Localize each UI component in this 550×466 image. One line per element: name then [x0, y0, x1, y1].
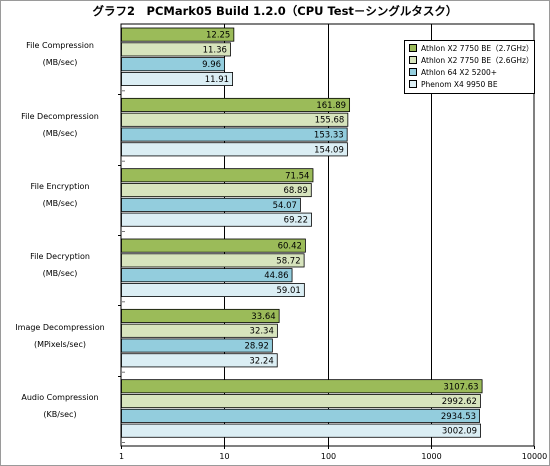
data-label: 28.92: [245, 342, 269, 352]
data-label: 9.96: [202, 60, 221, 70]
category-name: Audio Compression: [21, 392, 99, 402]
bar: [121, 394, 481, 409]
bar: [121, 97, 351, 112]
data-label: 3107.63: [443, 382, 478, 392]
data-label: 60.42: [278, 242, 302, 252]
bar: [121, 168, 314, 183]
bar: [121, 268, 293, 283]
category-label: File Encryption (MB/sec): [4, 180, 116, 210]
category-unit: (MPixels/sec): [34, 339, 86, 349]
legend-swatch-3: [409, 68, 417, 76]
category-unit: (MB/sec): [42, 128, 78, 138]
x-tick-label: 10: [219, 452, 229, 461]
category-label: File Compression (MB/sec): [4, 39, 116, 69]
data-label: 32.24: [249, 356, 273, 366]
category-label: Audio Compression (KB/sec): [4, 391, 116, 421]
data-label: 32.34: [250, 327, 274, 337]
data-label: 54.07: [273, 201, 297, 211]
data-label: 59.01: [277, 286, 301, 296]
data-label: 2934.53: [441, 412, 476, 422]
data-label: 71.54: [285, 171, 309, 181]
bar: [121, 423, 481, 438]
bar: [121, 27, 235, 42]
category-unit: (MB/sec): [42, 58, 78, 68]
bar: [121, 338, 273, 353]
category-name: File Compression: [26, 41, 94, 51]
legend-label-1: Athlon X2 7750 BE（2.7GHz）: [421, 44, 534, 53]
x-tick-label: 1000: [421, 452, 441, 461]
bar: [121, 112, 349, 127]
data-label: 44.86: [264, 271, 288, 281]
data-label: 69.22: [284, 216, 308, 226]
category-label: File Decryption (MB/sec): [4, 250, 116, 280]
data-label: 33.64: [251, 312, 275, 322]
bar: [121, 183, 312, 198]
bar: [121, 72, 233, 87]
data-label: 2992.62: [442, 397, 477, 407]
bar: [121, 253, 305, 268]
data-label: 154.09: [314, 145, 344, 155]
data-label: 11.36: [203, 45, 227, 55]
plot-area: [120, 23, 535, 447]
data-label: 11.91: [205, 75, 229, 85]
data-label: 12.25: [206, 31, 230, 41]
x-tick-label: 10000: [522, 452, 547, 461]
legend-item-series-1: Athlon X2 7750 BE（2.7GHz）: [409, 44, 533, 54]
category-unit: (MB/sec): [42, 269, 78, 279]
bar: [121, 323, 278, 338]
category-unit: (MB/sec): [42, 198, 78, 208]
category-label: Image Decompression (MPixels/sec): [4, 321, 116, 351]
data-label: 3002.09: [442, 427, 477, 437]
x-tick-label: 1: [119, 452, 124, 461]
bar: [121, 238, 306, 253]
category-label: File Decompression (MB/sec): [4, 110, 116, 140]
bar: [121, 353, 278, 368]
bar: [121, 42, 231, 57]
bar: [121, 408, 480, 423]
legend-swatch-2: [409, 56, 417, 64]
category-unit: (KB/sec): [43, 409, 77, 419]
legend-item-series-4: Phenom X4 9950 BE: [409, 80, 498, 90]
bar: [121, 57, 225, 72]
bar: [121, 308, 280, 323]
chart-legend: Athlon X2 7750 BE（2.7GHz） Athlon X2 7750…: [404, 40, 535, 94]
category-name: File Encryption: [30, 181, 90, 191]
data-label: 68.89: [283, 186, 307, 196]
x-tick-label: 100: [321, 452, 336, 461]
category-name: File Decryption: [30, 252, 90, 262]
legend-swatch-4: [409, 80, 417, 88]
data-label: 153.33: [314, 131, 344, 141]
bar: [121, 379, 483, 394]
bar: [121, 127, 348, 142]
legend-label-4: Phenom X4 9950 BE: [421, 80, 498, 89]
data-label: 155.68: [315, 116, 345, 126]
legend-item-series-3: Athlon 64 X2 5200+: [409, 68, 497, 78]
legend-label-3: Athlon 64 X2 5200+: [421, 68, 498, 77]
legend-label-2: Athlon X2 7750 BE（2.6GHz）: [421, 56, 534, 65]
category-name: Image Decompression: [15, 322, 105, 332]
bar: [121, 212, 312, 227]
bar: [121, 282, 305, 297]
data-label: 161.89: [316, 101, 346, 111]
bar: [121, 142, 348, 157]
legend-swatch-1: [409, 44, 417, 52]
category-name: File Decompression: [21, 111, 99, 121]
data-label: 58.72: [276, 256, 300, 266]
bar: [121, 197, 301, 212]
chart-title: グラフ2 PCMark05 Build 1.2.0（CPU Test－シングルタ…: [92, 4, 458, 18]
legend-item-series-2: Athlon X2 7750 BE（2.6GHz）: [409, 56, 533, 66]
